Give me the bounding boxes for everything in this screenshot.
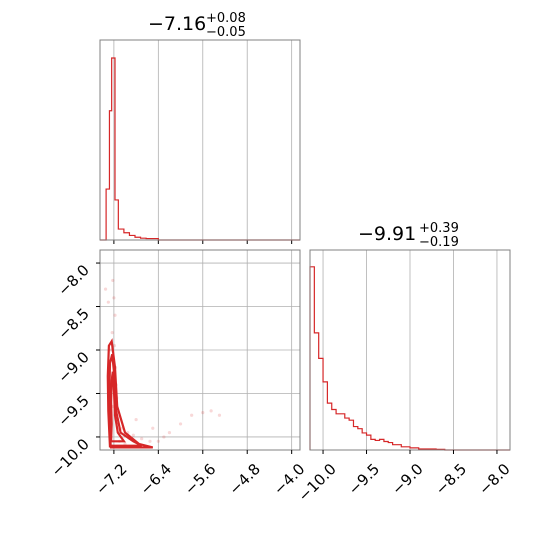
scatter-point	[113, 313, 117, 317]
scatter-point	[131, 433, 135, 437]
top-left-title-sup: +0.08	[206, 11, 246, 26]
scatter-point	[134, 417, 138, 422]
joint-grid	[100, 250, 300, 450]
top-left-histogram-steps	[100, 57, 300, 241]
contour-line	[109, 371, 127, 443]
scatter-point	[201, 411, 205, 415]
top-left-frame	[99, 39, 301, 241]
scatter-point	[112, 344, 117, 348]
bottom-right-title-sup: +0.39	[419, 221, 459, 236]
scatter-point	[162, 435, 166, 439]
bottom-right-title-main: −9.91	[358, 223, 416, 245]
bottom-right-grid	[322, 250, 498, 450]
scatter-point	[209, 409, 213, 413]
scatter-point	[167, 431, 172, 435]
top-left-x-ticks	[113, 240, 293, 244]
top-left-title-main: −7.16	[148, 13, 206, 35]
scatter-point	[178, 422, 183, 426]
bottom-right-title: −9.91	[358, 223, 416, 245]
top-left-title-sub: −0.05	[206, 25, 246, 40]
scatter-point	[112, 296, 116, 300]
contour-line	[106, 338, 154, 449]
scatter-point	[151, 426, 155, 430]
scatter-point	[110, 331, 114, 335]
top-left-title: −7.16	[148, 13, 206, 35]
scatter-point	[140, 437, 144, 441]
scatter-point	[111, 278, 115, 283]
bottom-right-histogram-panel: −9.91 +0.39 −0.19 −10.0 −9.5 −9.0 −8.5 −8.0	[295, 221, 514, 505]
scatter-point	[103, 287, 108, 291]
bottom-right-title-sub: −0.19	[419, 235, 459, 250]
scatter-point	[148, 439, 152, 443]
top-left-histogram-panel: −7.16 +0.08 −0.05	[99, 11, 301, 244]
top-left-grid	[113, 40, 293, 240]
joint-contours	[106, 338, 154, 449]
scatter-point	[106, 300, 110, 304]
scatter-point	[217, 413, 222, 417]
scatter-point	[156, 439, 160, 443]
bottom-right-histogram-steps	[309, 266, 510, 451]
scatter-point	[190, 413, 194, 417]
